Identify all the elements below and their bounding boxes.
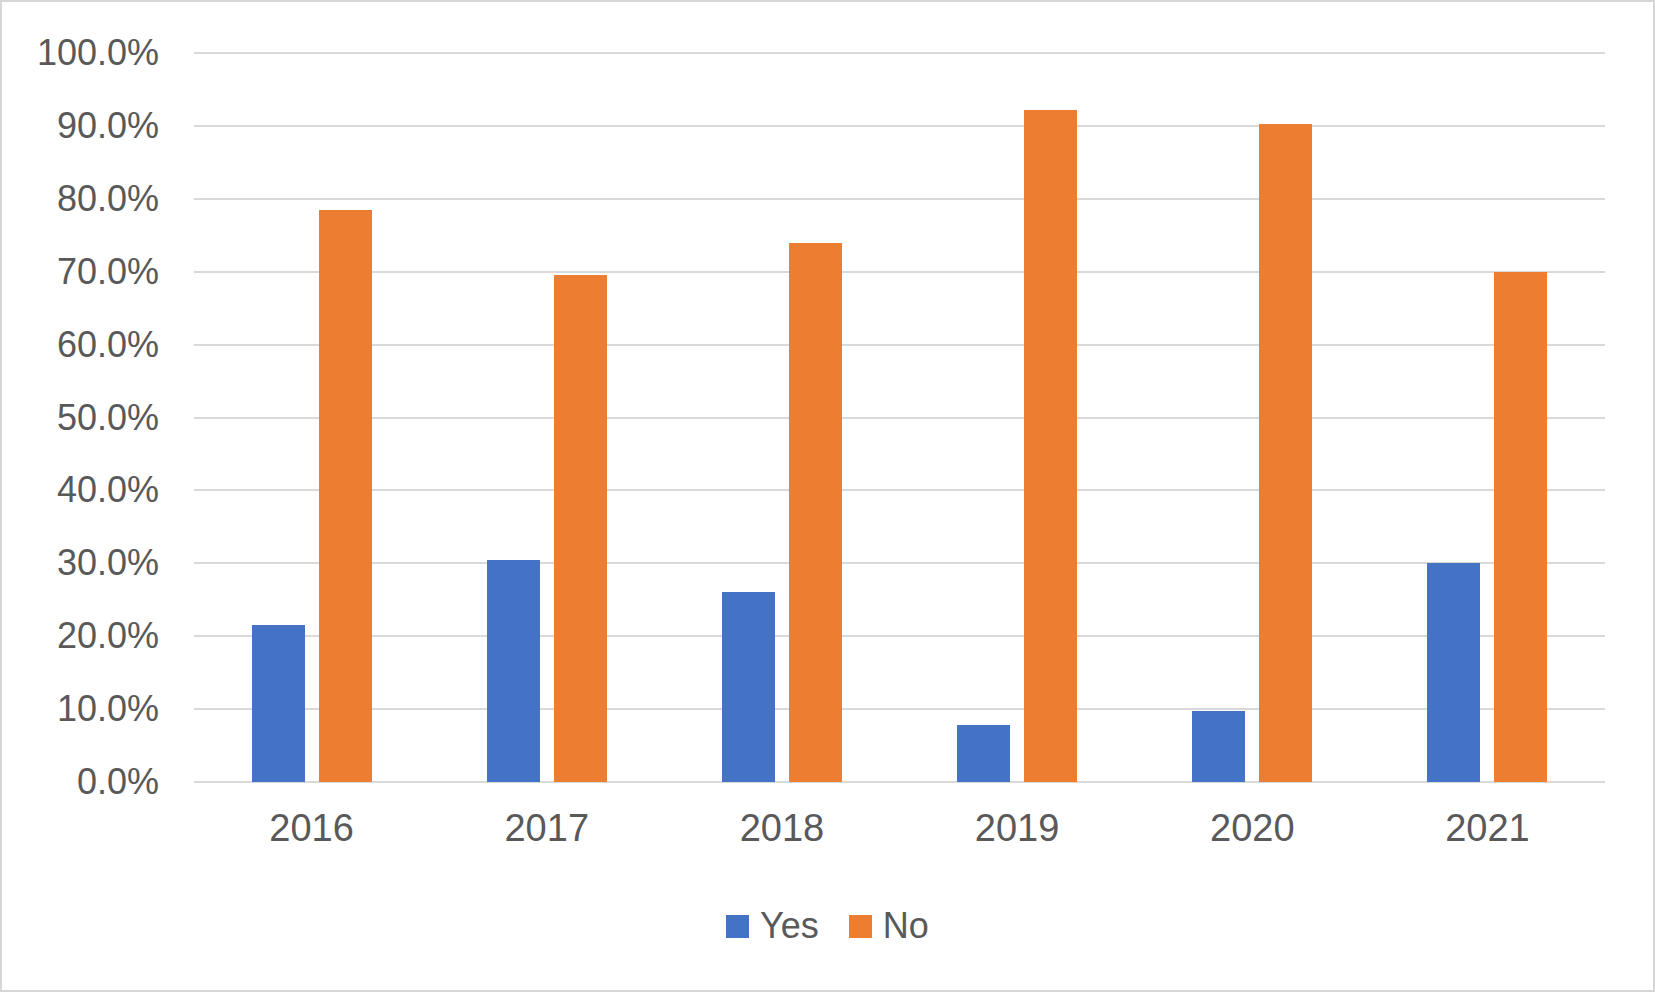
- y-axis-tick-label: 40.0%: [2, 470, 159, 510]
- bar-no-2019: [1024, 110, 1077, 782]
- legend-swatch-icon: [726, 915, 749, 938]
- bar-no-2018: [789, 243, 842, 782]
- bar-no-2021: [1494, 272, 1547, 782]
- legend-swatch-icon: [849, 915, 872, 938]
- category-group-2017: [429, 53, 664, 782]
- category-group-2021: [1370, 53, 1605, 782]
- category-group-2019: [900, 53, 1135, 782]
- legend-label: Yes: [760, 908, 819, 944]
- bar-no-2020: [1259, 124, 1312, 782]
- legend-label: No: [883, 908, 929, 944]
- y-axis: 0.0%10.0%20.0%30.0%40.0%50.0%60.0%70.0%8…: [2, 53, 159, 782]
- y-axis-tick-label: 10.0%: [2, 689, 159, 729]
- bar-yes-2018: [722, 592, 775, 782]
- x-axis-category-label: 2018: [664, 802, 899, 854]
- y-axis-tick-label: 70.0%: [2, 252, 159, 292]
- legend: Yes No: [2, 903, 1653, 949]
- y-axis-tick-label: 80.0%: [2, 179, 159, 219]
- y-axis-tick-label: 90.0%: [2, 106, 159, 146]
- x-axis-category-label: 2017: [429, 802, 664, 854]
- x-axis-category-label: 2016: [194, 802, 429, 854]
- x-axis-category-label: 2021: [1370, 802, 1605, 854]
- legend-item-no: No: [849, 908, 929, 944]
- y-axis-tick-label: 100.0%: [2, 33, 159, 73]
- category-group-2020: [1135, 53, 1370, 782]
- y-axis-tick-label: 30.0%: [2, 543, 159, 583]
- y-axis-tick-label: 50.0%: [2, 398, 159, 438]
- bar-no-2016: [319, 210, 372, 782]
- category-group-2016: [194, 53, 429, 782]
- bar-yes-2020: [1192, 711, 1245, 782]
- legend-item-yes: Yes: [726, 908, 819, 944]
- x-axis: 201620172018201920202021: [194, 802, 1605, 854]
- x-axis-category-label: 2020: [1135, 802, 1370, 854]
- bar-chart: 0.0% 10.0% 20.0% 30.0% 40.0% 50.0% 60.0% 70.0% 8…: [0, 0, 1655, 992]
- plot-area: [194, 53, 1605, 782]
- category-group-2018: [664, 53, 899, 782]
- y-axis-tick-label: 60.0%: [2, 325, 159, 365]
- bar-yes-2019: [957, 725, 1010, 782]
- bars-row: [194, 53, 1605, 782]
- y-axis-tick-label: 20.0%: [2, 616, 159, 656]
- bar-no-2017: [554, 275, 607, 782]
- bar-yes-2016: [252, 625, 305, 782]
- y-axis-tick-label: 0.0%: [2, 762, 159, 802]
- bar-yes-2017: [487, 560, 540, 782]
- bar-yes-2021: [1427, 563, 1480, 782]
- x-axis-category-label: 2019: [900, 802, 1135, 854]
